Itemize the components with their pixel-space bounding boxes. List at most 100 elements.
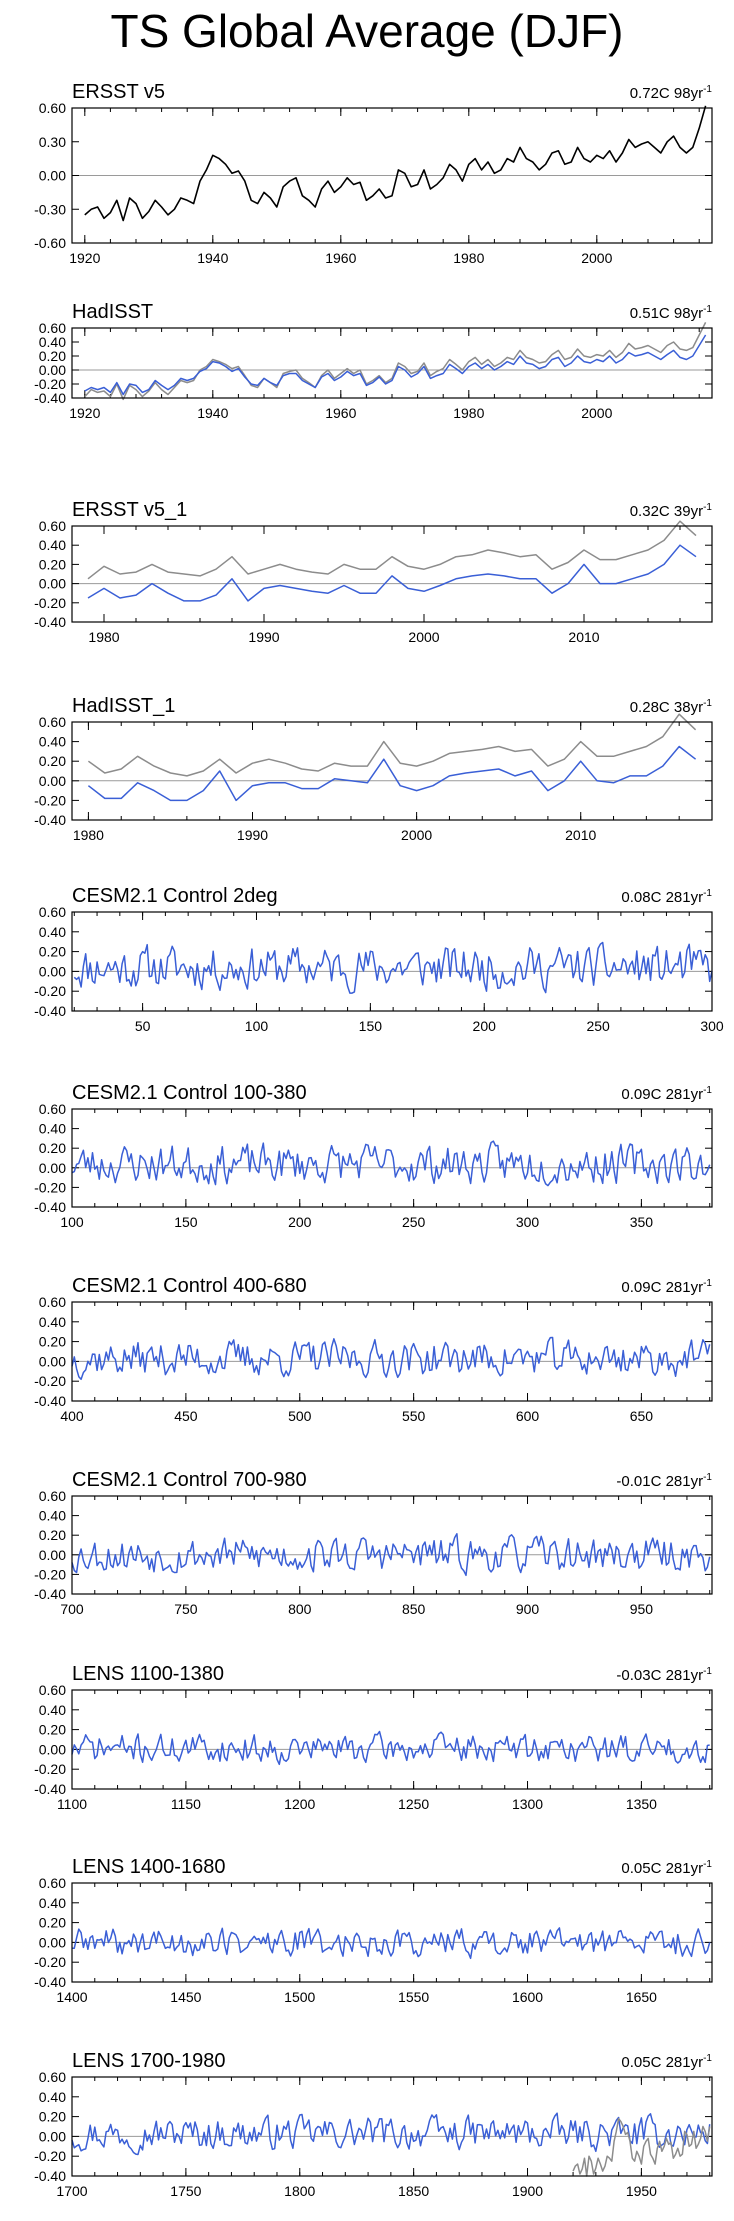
series-line-2 [87, 745, 697, 802]
panel-title: LENS 1400-1680 [72, 1856, 225, 1878]
x-tick-label: 2000 [581, 405, 612, 421]
panel-annotation: 0.51C 98yr-1 [630, 304, 713, 322]
x-tick-label: 1980 [73, 827, 104, 843]
series-line-1 [71, 1533, 711, 1577]
x-tick-label: 1750 [170, 2183, 201, 2199]
panel-annotation: -0.03C 281yr-1 [616, 1666, 712, 1684]
panel-7: CESM2.1 Control 400-680 0.09C 281yr-1 0.60… [34, 1275, 713, 1424]
y-tick-label: -0.20 [34, 1566, 66, 1582]
plot-frame [71, 327, 713, 399]
panel-1: ERSST v5 0.72C 98yr-1 0.60 0.30 0.00 -0.30 -0.… [34, 81, 713, 266]
panel-title: LENS 1700-1980 [72, 2050, 225, 2072]
y-tick-label: 0.60 [39, 1875, 66, 1891]
y-tick-label: 0.20 [39, 1334, 66, 1350]
panel-annotation: 0.05C 281yr-1 [621, 2053, 712, 2071]
plot-frame [71, 2076, 713, 2177]
y-tick-label: 0.60 [39, 1682, 66, 1698]
x-tick-label: 1850 [398, 2183, 429, 2199]
y-tick-label: 0.00 [39, 1741, 66, 1757]
y-tick-label: 0.20 [39, 2109, 66, 2125]
x-tick-label: 1990 [248, 629, 279, 645]
y-tick-label: -0.40 [34, 614, 66, 630]
series-line-1 [71, 1140, 711, 1187]
x-tick-label: 1920 [69, 250, 100, 266]
y-tick-label: -0.40 [34, 1781, 66, 1797]
y-tick-label: 0.20 [39, 1527, 66, 1543]
y-tick-label: -0.40 [34, 1393, 66, 1409]
panel-11: LENS 1700-1980 0.05C 281yr-1 0.60 0.40 0.20 0… [34, 2050, 713, 2199]
y-tick-label: 0.00 [39, 1353, 66, 1369]
x-tick-label: 300 [516, 1214, 540, 1230]
x-tick-label: 1940 [197, 250, 228, 266]
series-line-1 [87, 713, 697, 777]
y-tick-label: 0.20 [39, 348, 66, 364]
panel-2: HadISST 0.51C 98yr-1 0.600.400.200.00-0.20… [34, 301, 713, 421]
panel-annotation: 0.28C 38yr-1 [630, 698, 713, 716]
y-tick-label: -0.40 [34, 1974, 66, 1990]
x-tick-label: 600 [516, 1408, 540, 1424]
y-tick-label: -0.30 [34, 201, 66, 217]
x-tick-label: 2000 [408, 629, 439, 645]
x-tick-label: 100 [60, 1214, 84, 1230]
plot-frame [71, 911, 713, 1012]
x-tick-label: 150 [174, 1214, 198, 1230]
x-tick-label: 300 [700, 1018, 724, 1034]
y-tick-label: 0.60 [39, 904, 66, 920]
x-tick-label: 1250 [398, 1796, 429, 1812]
y-tick-label: 0.20 [39, 556, 66, 572]
panel-title: HadISST [72, 301, 153, 323]
plot-frame [71, 1301, 713, 1402]
panel-title: HadISST_1 [72, 695, 175, 717]
y-tick-label: -0.40 [34, 1199, 66, 1215]
x-tick-label: 1150 [171, 1796, 201, 1812]
y-tick-label: 0.40 [39, 734, 66, 750]
y-tick-label: -0.20 [34, 1761, 66, 1777]
y-tick-label: -0.20 [34, 983, 66, 999]
x-tick-label: 500 [288, 1408, 312, 1424]
panel-3: ERSST v5_1 0.32C 39yr-1 0.60 0.40 0.20 0.00 -0… [34, 499, 713, 645]
x-tick-label: 1800 [284, 2183, 315, 2199]
x-tick-label: 2000 [581, 250, 612, 266]
y-tick-label: 0.00 [39, 576, 66, 592]
series-line-1 [87, 520, 697, 580]
y-tick-label: 0.20 [39, 1722, 66, 1738]
y-tick-label: -0.40 [34, 1586, 66, 1602]
plot-frame [71, 1108, 713, 1208]
y-tick-label: 0.60 [39, 714, 66, 730]
y-tick-label: 0.00 [39, 362, 66, 378]
y-tick-label: 0.00 [39, 168, 66, 184]
x-tick-label: 750 [174, 1601, 198, 1617]
y-tick-label: 0.60 [39, 100, 66, 116]
y-tick-label: 0.40 [39, 2089, 66, 2105]
panel-annotation: -0.01C 281yr-1 [616, 1472, 712, 1490]
y-tick-label: 0.00 [39, 773, 66, 789]
y-tick-label: -0.20 [34, 792, 66, 808]
series-line-2 [84, 334, 707, 396]
x-tick-label: 1980 [453, 405, 484, 421]
x-tick-label: 950 [630, 1601, 654, 1617]
x-tick-label: 450 [174, 1408, 198, 1424]
series-line-1 [84, 322, 707, 401]
y-tick-label: -0.40 [34, 1003, 66, 1019]
y-tick-label: 0.00 [39, 1160, 66, 1176]
y-tick-label: -0.20 [34, 1954, 66, 1970]
x-tick-label: 1350 [626, 1796, 657, 1812]
series-line-1 [84, 105, 707, 222]
panel-title: LENS 1100-1380 [72, 1663, 224, 1685]
x-tick-label: 1980 [88, 629, 119, 645]
series-line-2 [87, 544, 697, 602]
y-tick-label: -0.40 [34, 390, 66, 406]
x-tick-label: 400 [60, 1408, 84, 1424]
x-tick-label: 1700 [56, 2183, 87, 2199]
y-tick-label: 0.60 [39, 320, 66, 336]
x-tick-label: 1100 [57, 1796, 87, 1812]
panel-title: ERSST v5 [72, 81, 165, 103]
panel-annotation: 0.72C 98yr-1 [630, 84, 713, 102]
plot-frame [71, 1495, 713, 1595]
x-tick-label: 1650 [626, 1989, 657, 2005]
plot-frame [71, 525, 713, 623]
y-tick-label: 0.40 [39, 1121, 66, 1137]
panel-annotation: 0.05C 281yr-1 [621, 1859, 712, 1877]
panel-6: CESM2.1 Control 100-380 0.09C 281yr-1 0.60… [34, 1082, 713, 1230]
y-tick-label: 0.60 [39, 2069, 66, 2085]
